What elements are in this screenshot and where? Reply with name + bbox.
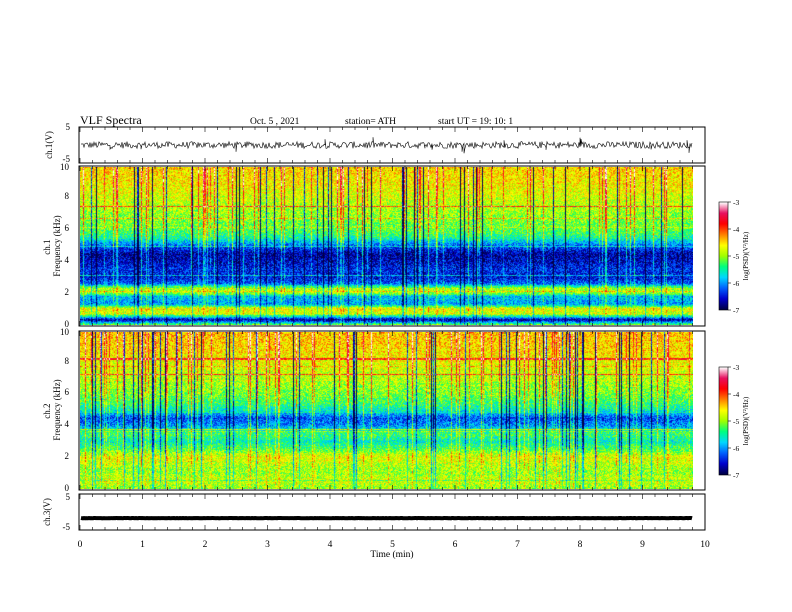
ch1-spectrogram-frame	[78, 165, 706, 327]
ch1-freq-tick: 2	[65, 287, 70, 297]
time-axis-ticklabel: 4	[328, 540, 333, 550]
ch1-spectrogram-yticks: 0 2 4 6 8 10	[60, 162, 70, 329]
ch3-waveform-panel: 5 -5 ch.3(V)	[42, 492, 706, 532]
ch1-colorbar-label: log(PSD)(V²/Hz)	[742, 231, 750, 280]
colorbar-ticklabel: -3	[733, 363, 739, 372]
ch1-ylabel-line2: Frequency (kHz)	[52, 215, 62, 276]
ch1-ytick-top: 5	[66, 122, 71, 132]
ch1-waveform-ylabel: ch.1(V)	[44, 131, 54, 159]
time-axis-ticklabel: 6	[453, 540, 458, 550]
ch1-freq-tick: 0	[65, 319, 70, 329]
time-axis-ticklabel: 5	[390, 540, 395, 550]
ch1-freq-tick: 8	[65, 191, 70, 201]
ch1-ylabel-line1: ch.1	[42, 240, 52, 255]
ch2-ylabel-line2: Frequency (kHz)	[52, 379, 62, 440]
ch2-spectrogram-ylabel: ch.2 Frequency (kHz)	[42, 379, 62, 440]
time-axis-label: Time (min)	[370, 549, 413, 560]
ch1-spectrogram-panel: 0 2 4 6 8 10 ch.1 Frequency (kHz) -3 -4 -5…	[42, 162, 750, 329]
colorbar-ticklabel: -7	[733, 471, 739, 480]
ch2-spectrogram-yticks: 0 2 4 6 8 10	[60, 327, 70, 493]
colorbar-ticklabel: -7	[733, 306, 739, 315]
ch2-spectrogram-frame	[78, 330, 706, 491]
colorbar-ticklabel: -4	[733, 390, 739, 399]
ch3-ytick-top: 5	[66, 492, 71, 502]
ch2-spectrogram-image	[80, 332, 693, 489]
ch1-freq-tick: 4	[65, 255, 70, 265]
date-label: Oct. 5 , 2021	[250, 117, 300, 127]
ch2-freq-tick: 0	[65, 483, 70, 493]
colorbar-ticklabel: -4	[733, 225, 739, 234]
ch1-waveform-panel: 5 -5 ch.1(V)	[44, 122, 706, 164]
ch1-freq-tick: 6	[65, 223, 70, 233]
ch2-colorbar-label: log(PSD)(V²/Hz)	[742, 396, 750, 445]
ch1-spectrogram-image	[80, 167, 693, 325]
start-time-label: start UT = 19: 10: 1	[438, 117, 513, 127]
time-axis-ticklabels: 0 1 2 3 4 5 6 7 8 9 10	[78, 540, 710, 550]
time-axis-ticklabel: 3	[265, 540, 270, 550]
ch1-waveform-line	[80, 137, 693, 154]
colorbar-ticklabel: -5	[733, 417, 739, 426]
time-axis-ticklabel: 10	[700, 540, 710, 550]
ch2-colorbar: -3 -4 -5 -6 -7 log(PSD)(V²/Hz)	[718, 363, 750, 480]
ch1-colorbar: -3 -4 -5 -6 -7 log(PSD)(V²/Hz)	[718, 198, 750, 315]
colorbar-ticklabel: -6	[733, 279, 739, 288]
ch1-ytick-bottom: -5	[63, 154, 71, 164]
ch1-waveform-frame	[78, 126, 706, 164]
ch3-waveform-frame	[78, 493, 706, 531]
colorbar-ticklabel: -3	[733, 198, 739, 207]
ch2-freq-tick: 2	[65, 451, 70, 461]
time-axis-ticklabel: 7	[515, 540, 520, 550]
ch2-freq-tick: 6	[65, 387, 70, 397]
station-label: station= ATH	[345, 117, 396, 127]
ch2-colorbar-gradient	[719, 367, 728, 475]
ch1-freq-tick: 10	[60, 162, 70, 172]
colorbar-ticklabel: -5	[733, 252, 739, 261]
time-axis-ticklabel: 1	[140, 540, 145, 550]
ch3-waveform-ylabel: ch.3(V)	[42, 498, 52, 526]
figure-title: VLF Spectra	[80, 113, 142, 127]
ch2-freq-tick: 4	[65, 419, 70, 429]
ch2-ylabel-line1: ch.2	[42, 404, 52, 419]
time-axis-ticklabel: 0	[78, 540, 83, 550]
ch3-ytick-bottom: -5	[63, 522, 71, 532]
time-axis-ticklabel: 2	[203, 540, 208, 550]
ch1-colorbar-gradient	[719, 202, 728, 310]
time-axis-ticklabel: 8	[578, 540, 583, 550]
ch2-freq-tick: 10	[60, 327, 70, 337]
ch2-freq-tick: 8	[65, 356, 70, 366]
ch2-spectrogram-panel: 0 2 4 6 8 10 ch.2 Frequency (kHz) -3 -4 -5…	[42, 327, 750, 493]
time-axis-ticklabel: 9	[640, 540, 645, 550]
ch1-spectrogram-ylabel: ch.1 Frequency (kHz)	[42, 215, 62, 276]
colorbar-ticklabel: -6	[733, 444, 739, 453]
